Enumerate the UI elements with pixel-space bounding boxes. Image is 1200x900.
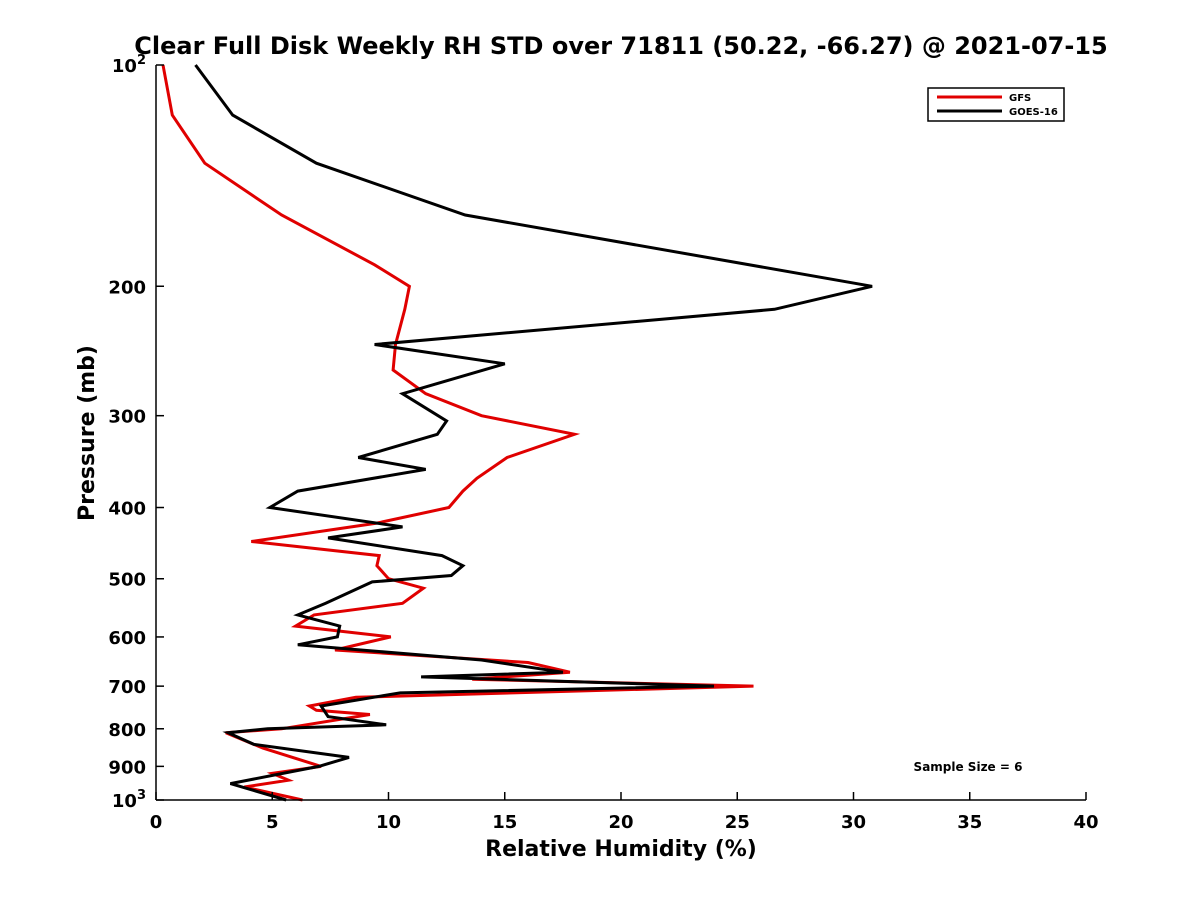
y-tick-label-900: 900 [108,757,146,778]
y-tick-label-700: 700 [108,677,146,698]
legend-box [927,87,1065,122]
series-line-goes16 [194,64,873,802]
y-tick-label-800: 800 [108,720,146,741]
x-tick-label-10: 10 [376,812,401,833]
y-tick-label-1000: 103 [112,788,146,812]
y-axis-label: Pressure (mb) [75,345,100,521]
x-axis-label: Relative Humidity (%) [485,837,757,862]
x-tick-label-20: 20 [608,812,633,833]
legend: GFS GOES-16 [927,87,1065,122]
y-tick-label-100: 102 [112,53,146,77]
x-ticks: 0 5 10 15 20 25 30 35 40 [150,792,1099,833]
x-tick-label-15: 15 [492,812,517,833]
y-tick-label-300: 300 [108,407,146,428]
sample-size-annotation: Sample Size = 6 [914,760,1023,774]
y-ticks: 102 200 300 400 500 600 700 800 900 103 [108,53,164,812]
legend-label-goes16: GOES-16 [1009,107,1058,118]
x-tick-label-0: 0 [150,812,163,833]
x-tick-label-25: 25 [725,812,750,833]
x-tick-label-40: 40 [1073,812,1098,833]
legend-label-gfs: GFS [1009,93,1031,104]
chart-title: Clear Full Disk Weekly RH STD over 71811… [134,32,1107,60]
x-tick-label-35: 35 [957,812,982,833]
x-tick-label-5: 5 [266,812,279,833]
y-tick-label-500: 500 [108,570,146,591]
y-tick-label-600: 600 [108,628,146,649]
x-tick-label-30: 30 [841,812,866,833]
y-tick-label-400: 400 [108,499,146,520]
y-tick-label-200: 200 [108,277,146,298]
series-lines [161,64,873,802]
